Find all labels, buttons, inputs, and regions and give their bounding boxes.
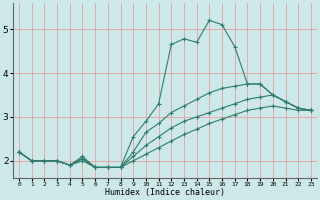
- X-axis label: Humidex (Indice chaleur): Humidex (Indice chaleur): [105, 188, 225, 197]
